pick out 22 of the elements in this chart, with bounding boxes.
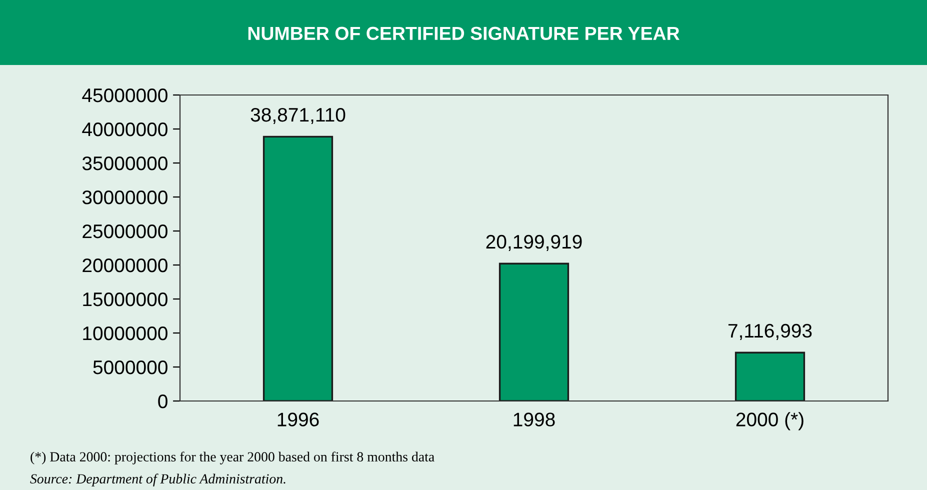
y-tick-label: 20000000 bbox=[82, 258, 168, 272]
data-label: 20,199,919 bbox=[486, 234, 582, 251]
source-note: Source: Department of Public Administration. bbox=[30, 474, 286, 486]
data-label: 38,871,110 bbox=[250, 108, 346, 124]
y-tick-label: 5000000 bbox=[93, 360, 168, 374]
x-tick-label: 1998 bbox=[514, 412, 555, 426]
bar bbox=[498, 262, 570, 401]
chart-title: NUMBER OF CERTIFIED SIGNATURE PER YEAR bbox=[248, 26, 680, 40]
bar bbox=[262, 136, 334, 401]
data-label: 7,116,993 bbox=[728, 324, 812, 340]
y-tick-label: 10000000 bbox=[83, 326, 168, 340]
text: (*) Data 2000: projections for the year 2000 based on first 8 months data bbox=[30, 452, 434, 464]
y-tick-label: 30000000 bbox=[82, 190, 168, 204]
y-tick-label: 35000000 bbox=[82, 156, 168, 170]
y-tick-label: 25000000 bbox=[82, 224, 168, 238]
y-tick-label: 0 bbox=[158, 394, 168, 408]
y-tick-label: 45000000 bbox=[82, 88, 168, 102]
y-tick-label: 40000000 bbox=[82, 122, 168, 136]
x-tick-label: 2000 (*) bbox=[736, 412, 804, 430]
y-tick-label: 15000000 bbox=[83, 292, 168, 306]
x-tick-label: 1996 bbox=[278, 412, 319, 426]
bar bbox=[734, 352, 806, 401]
